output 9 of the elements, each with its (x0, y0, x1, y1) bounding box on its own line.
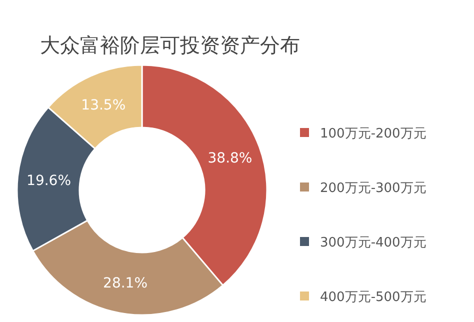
legend-label: 400万元-500万元 (320, 290, 426, 305)
legend-label: 300万元-400万元 (320, 236, 426, 250)
data-label: 28.1% (103, 275, 148, 292)
data-label: 19.6% (26, 173, 72, 190)
data-label: 13.5% (81, 98, 126, 114)
data-label: 38.8% (208, 150, 252, 167)
legend-label: 100万元-200万元 (320, 126, 426, 142)
legend-label: 200万元-300万元 (320, 181, 426, 196)
chart-title: 大众富裕阶层可投资资产分布 (40, 33, 300, 57)
